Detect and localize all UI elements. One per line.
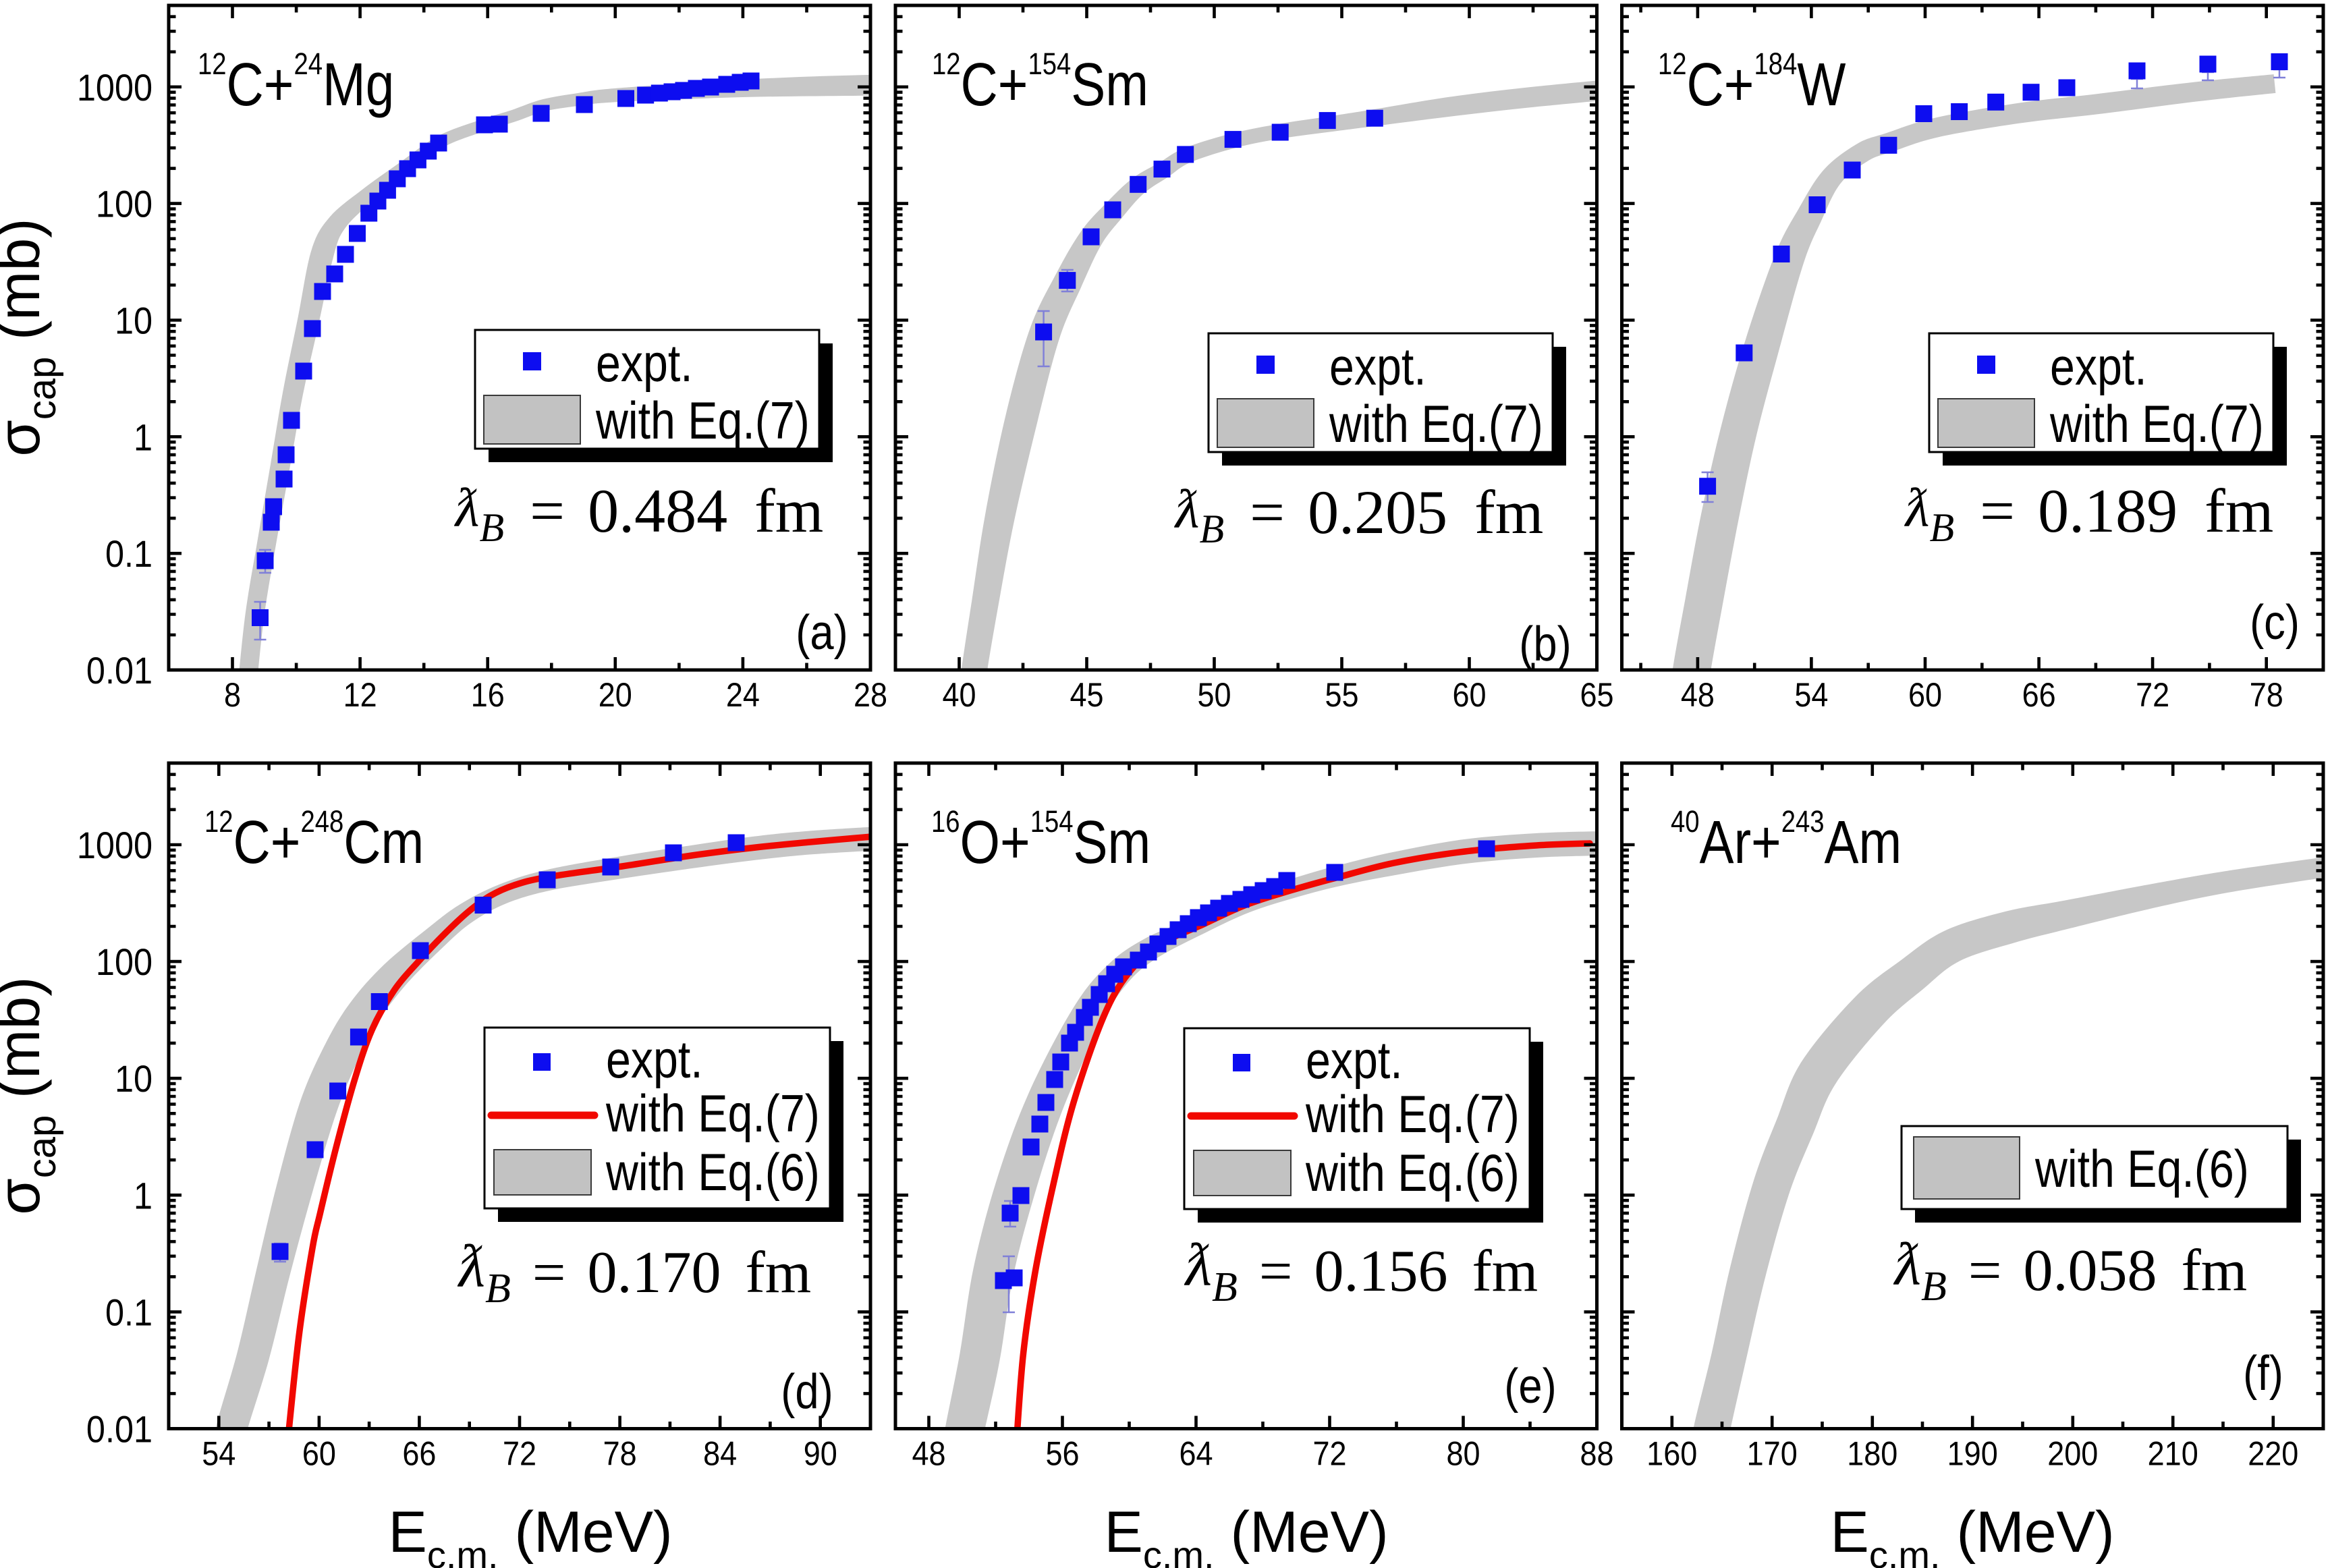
svg-text:expt.: expt. xyxy=(1306,1031,1403,1090)
svg-text:60: 60 xyxy=(1452,677,1486,715)
svg-text:40: 40 xyxy=(942,677,976,715)
svg-text:8: 8 xyxy=(224,677,241,715)
svg-text:(a): (a) xyxy=(796,606,848,660)
svg-text:78: 78 xyxy=(2250,677,2283,715)
svg-text:80: 80 xyxy=(1446,1435,1480,1473)
svg-text:with Eq.(7): with Eq.(7) xyxy=(1329,395,1543,453)
svg-text:1: 1 xyxy=(134,417,152,459)
svg-text:with Eq.(6): with Eq.(6) xyxy=(1305,1144,1520,1202)
svg-text:10: 10 xyxy=(115,1059,152,1100)
svg-text:45: 45 xyxy=(1070,677,1103,715)
svg-text:with Eq.(7): with Eq.(7) xyxy=(2049,395,2264,453)
svg-text:60: 60 xyxy=(302,1435,336,1473)
svg-text:100: 100 xyxy=(96,184,152,225)
svg-text:72: 72 xyxy=(503,1435,536,1473)
svg-text:1: 1 xyxy=(134,1175,152,1217)
svg-text:with Eq.(7): with Eq.(7) xyxy=(595,391,810,450)
svg-text:12​C+24​Mg: 12​C+24​Mg xyxy=(198,47,394,118)
svg-text:with Eq.(7): with Eq.(7) xyxy=(1305,1085,1520,1144)
svg-text:12: 12 xyxy=(343,677,377,715)
svg-text:40​Ar+243​Am: 40​Ar+243​Am xyxy=(1671,804,1902,876)
svg-text:1000: 1000 xyxy=(77,825,152,867)
svg-text:with Eq.(6): with Eq.(6) xyxy=(605,1143,820,1202)
svg-text:88: 88 xyxy=(1580,1435,1613,1473)
svg-text:expt.: expt. xyxy=(596,334,693,393)
svg-text:(c): (c) xyxy=(2250,596,2300,650)
svg-text:28: 28 xyxy=(854,677,887,715)
svg-text:55: 55 xyxy=(1325,677,1358,715)
svg-text:72: 72 xyxy=(2136,677,2169,715)
svg-text:180: 180 xyxy=(1847,1435,1897,1473)
svg-text:50: 50 xyxy=(1197,677,1231,715)
svg-text:expt.: expt. xyxy=(606,1030,703,1089)
svg-text:78: 78 xyxy=(603,1435,637,1473)
svg-text:54: 54 xyxy=(202,1435,235,1473)
svg-text:12​C+248​Cm: 12​C+248​Cm xyxy=(204,804,424,876)
svg-text:(b): (b) xyxy=(1519,617,1571,671)
svg-text:210: 210 xyxy=(2148,1435,2198,1473)
svg-text:0.01: 0.01 xyxy=(86,1409,152,1451)
svg-text:expt.: expt. xyxy=(2050,337,2147,396)
svg-text:(f): (f) xyxy=(2243,1347,2283,1401)
svg-text:(d): (d) xyxy=(781,1365,833,1419)
svg-text:65: 65 xyxy=(1580,677,1613,715)
svg-text:16​O+154​Sm: 16​O+154​Sm xyxy=(931,804,1150,876)
svg-text:220: 220 xyxy=(2248,1435,2298,1473)
svg-text:24: 24 xyxy=(726,677,760,715)
svg-text:12​C+184​W: 12​C+184​W xyxy=(1658,47,1846,118)
svg-text:20: 20 xyxy=(599,677,632,715)
svg-text:160: 160 xyxy=(1646,1435,1697,1473)
svg-text:0.1: 0.1 xyxy=(105,1292,152,1334)
svg-text:1000: 1000 xyxy=(77,67,152,109)
svg-text:0.1: 0.1 xyxy=(105,534,152,576)
svg-text:48: 48 xyxy=(1681,677,1715,715)
svg-text:100: 100 xyxy=(96,942,152,984)
svg-text:10: 10 xyxy=(115,300,152,342)
svg-text:(e): (e) xyxy=(1504,1360,1556,1413)
svg-text:16: 16 xyxy=(471,677,505,715)
svg-text:σcap (mb): σcap (mb) xyxy=(0,976,64,1214)
svg-text:90: 90 xyxy=(804,1435,837,1473)
svg-text:64: 64 xyxy=(1179,1435,1213,1473)
svg-text:66: 66 xyxy=(2022,677,2056,715)
svg-text:expt.: expt. xyxy=(1329,337,1426,396)
svg-text:190: 190 xyxy=(1947,1435,1998,1473)
svg-text:56: 56 xyxy=(1045,1435,1079,1473)
svg-text:84: 84 xyxy=(703,1435,737,1473)
svg-text:170: 170 xyxy=(1747,1435,1798,1473)
svg-text:48: 48 xyxy=(912,1435,945,1473)
svg-text:200: 200 xyxy=(2047,1435,2098,1473)
svg-text:12​C+154​Sm: 12​C+154​Sm xyxy=(932,47,1148,118)
svg-text:66: 66 xyxy=(402,1435,436,1473)
svg-text:60: 60 xyxy=(1908,677,1942,715)
svg-text:0.01: 0.01 xyxy=(86,650,152,692)
svg-text:72: 72 xyxy=(1312,1435,1346,1473)
svg-text:Ec.m. (MeV): Ec.m. (MeV) xyxy=(1104,1500,1388,1568)
svg-text:with Eq.(7): with Eq.(7) xyxy=(605,1084,820,1143)
svg-text:54: 54 xyxy=(1794,677,1828,715)
svg-text:with Eq.(6): with Eq.(6) xyxy=(2034,1140,2249,1198)
